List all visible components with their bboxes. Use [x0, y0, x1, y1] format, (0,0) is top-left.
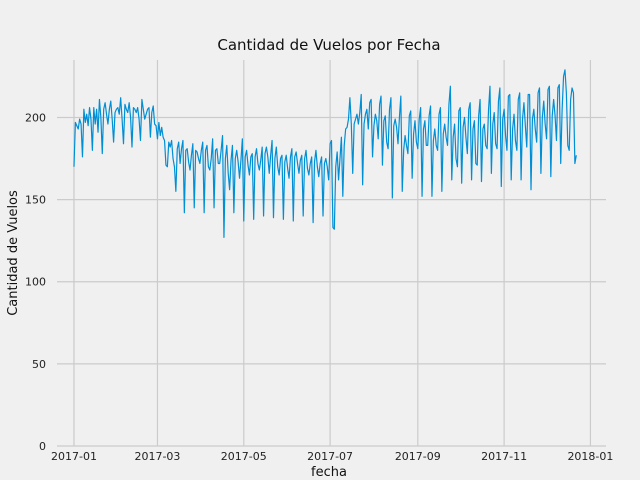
y-axis-label: Cantidad de Vuelos	[6, 190, 21, 316]
y-tick-labels: 0 50 100 150 200	[25, 111, 46, 453]
y-tick-label: 150	[25, 194, 46, 207]
x-tick-label: 2018-01	[567, 450, 613, 463]
x-tick-label: 2017-07	[307, 450, 353, 463]
y-tick-label: 0	[39, 440, 46, 453]
y-tick-label: 200	[25, 111, 46, 124]
y-tick-label: 100	[25, 276, 46, 289]
x-tick-label: 2017-03	[134, 450, 180, 463]
chart-title: Cantidad de Vuelos por Fecha	[217, 36, 440, 54]
series-line	[73, 69, 577, 238]
x-tick-labels: 2017-01 2017-03 2017-05 2017-07 2017-09 2017-…	[51, 450, 613, 463]
y-tick-label: 50	[32, 358, 46, 371]
x-tick-label: 2017-05	[221, 450, 267, 463]
x-axis-label: fecha	[311, 465, 347, 480]
x-tick-label: 2017-01	[51, 450, 97, 463]
grid	[57, 60, 606, 447]
x-tick-label: 2017-11	[481, 450, 527, 463]
x-tick-label: 2017-09	[395, 450, 441, 463]
